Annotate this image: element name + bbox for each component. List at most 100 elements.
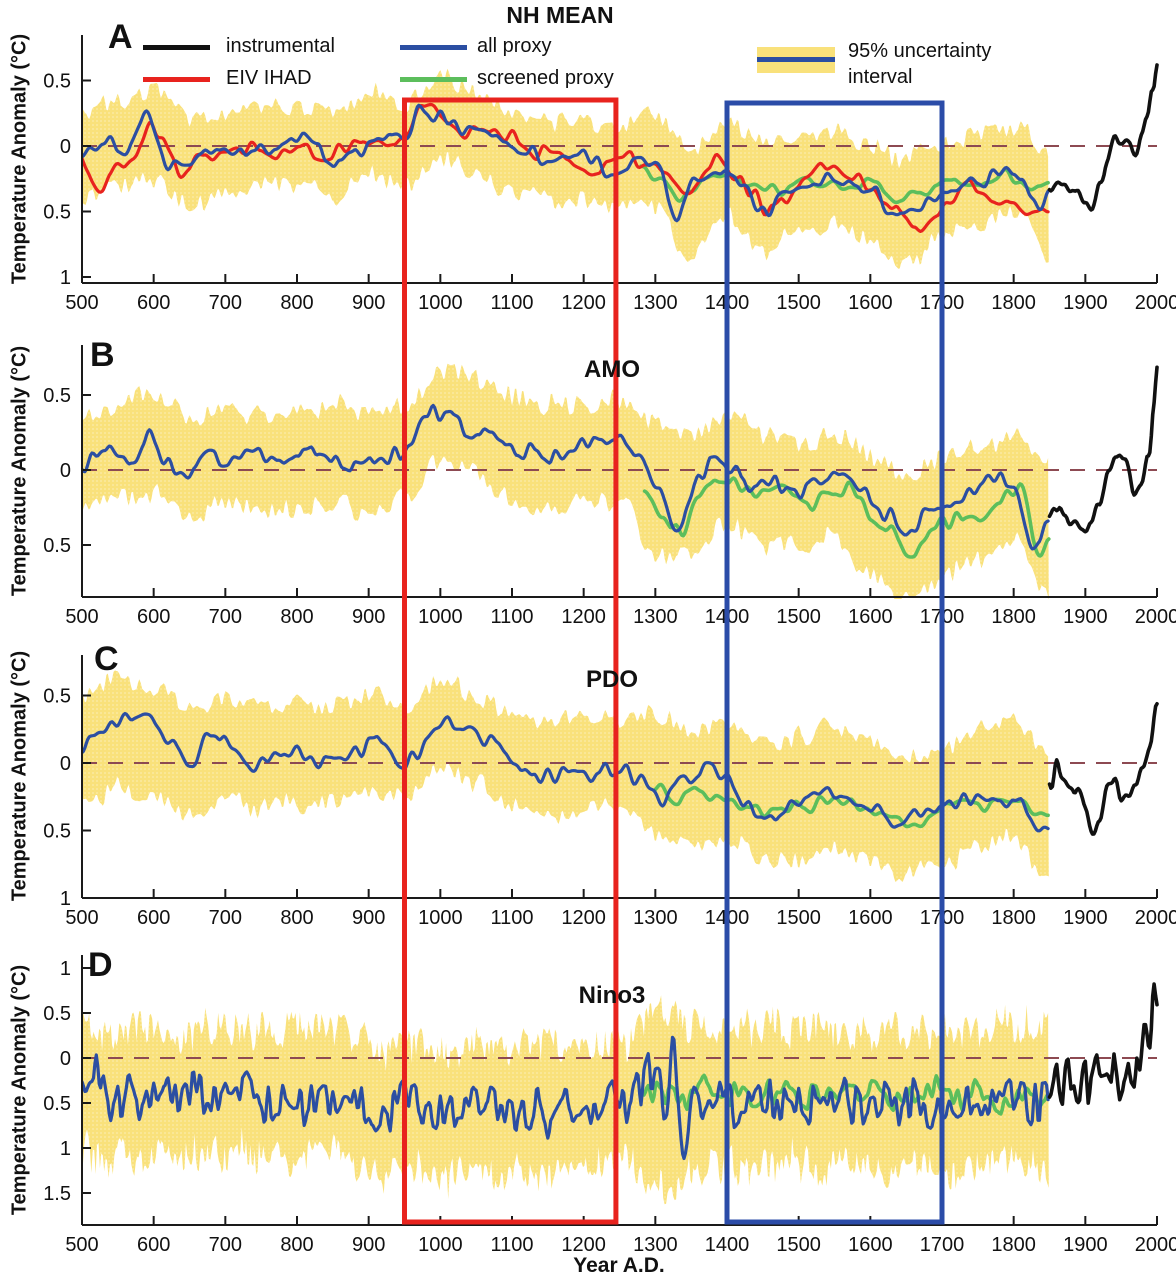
uncertainty-band-swatch-line [757,57,835,62]
x-tick-label: 1500 [776,907,821,929]
legend-item-instrumental: instrumental [226,35,335,57]
x-tick-label: 500 [65,606,98,628]
x-tick-label: 1600 [848,606,893,628]
x-tick-label: 1800 [991,907,1036,929]
y-tick-label: 0 [60,753,71,775]
y-tick-label: 1.5 [43,1183,71,1205]
x-tick-label: 1500 [776,1234,821,1256]
x-tick-label: 900 [352,292,385,314]
x-tick-label: 1600 [848,1234,893,1256]
x-tick-label: 600 [137,292,170,314]
x-tick-label: 1900 [1063,606,1108,628]
x-tick-label: 1900 [1063,907,1108,929]
panel-c-tick-labels: 500 600 700 800 900 1000 1100 1200 1300 1400 1500 1… [43,686,1176,930]
all-proxy-swatch [400,45,467,50]
panel-a-axes [81,35,1158,284]
instrumental-line [1047,982,1159,1106]
legend-item-uncertainty: 95% uncertainty interval [848,40,992,88]
y-axis-label-d: Temperature Anomaly (°C) [8,964,31,1216]
all-proxy-line [82,711,1050,833]
y-axis-label-a: Temperature Anomaly (°C) [8,33,31,285]
y-tick-label: 0.5 [43,385,71,407]
y-tick-label: 1 [60,267,71,289]
x-tick-label: 700 [209,907,242,929]
x-axis-label: Year A.D. [573,1254,665,1277]
x-tick-label: 1200 [561,1234,606,1256]
x-tick-label: 1400 [705,1234,750,1256]
uncertainty-band-texture [82,68,1049,269]
panel-d-label: D [88,946,113,984]
panel-b-axes [81,345,1158,598]
x-tick-label: 800 [280,1234,313,1256]
x-tick-label: 1500 [776,292,821,314]
y-tick-label: 0.5 [43,71,71,93]
panel-b-tick-labels: 500 600 700 800 900 1000 1100 1200 1300 1400 1500 1… [43,385,1176,628]
x-tick-label: 1200 [561,292,606,314]
x-tick-label: 1100 [490,606,533,628]
x-tick-label: 600 [137,1234,170,1256]
screened-proxy-swatch [400,77,467,82]
x-tick-label: 900 [352,907,385,929]
x-tick-label: 1200 [561,606,606,628]
panel-d-tick-labels: 500 600 700 800 900 1000 1100 1200 1300 1400 1500 1… [43,958,1176,1256]
x-tick-label: 2000 [1135,292,1176,314]
panel-c-plot [82,670,1159,882]
x-tick-label: 800 [280,292,313,314]
x-tick-label: 600 [137,606,170,628]
x-tick-label: 1900 [1063,1234,1108,1256]
x-tick-label: 1100 [490,292,533,314]
instrumental-line [1047,63,1159,212]
x-tick-label: 1500 [776,606,821,628]
x-tick-label: 2000 [1135,907,1176,929]
panel-a-label: A [108,18,133,56]
all-proxy-line [82,1035,1050,1161]
x-tick-label: 1300 [633,907,678,929]
legend-item-screened-proxy: screened proxy [477,67,614,89]
uncertainty-band-texture [82,995,1049,1205]
x-tick-label: 1000 [418,907,463,929]
y-tick-label: 1 [60,1138,71,1160]
x-tick-label: 700 [209,292,242,314]
y-tick-label: 0 [60,460,71,482]
x-tick-label: 500 [65,292,98,314]
x-tick-label: 1800 [991,292,1036,314]
panel-c-axes [81,655,1158,899]
panel-b-label: B [90,336,115,374]
instrumental-line [1047,365,1159,534]
x-tick-label: 1600 [848,907,893,929]
y-tick-label: 0.5 [43,202,71,224]
x-tick-label: 1300 [633,606,678,628]
panel-b-plot [82,363,1159,599]
legend: instrumental EIV IHAD all proxy screened… [0,0,1176,89]
x-tick-label: 1100 [490,907,533,929]
x-tick-label: 1300 [633,292,678,314]
y-tick-label: 0 [60,1048,71,1070]
panel-a-plot [82,63,1159,269]
x-tick-label: 1000 [418,606,463,628]
instrumental-swatch [143,45,210,50]
x-tick-label: 500 [65,1234,98,1256]
x-tick-label: 1800 [991,1234,1036,1256]
y-tick-label: 0 [60,136,71,158]
x-tick-label: 1100 [490,1234,533,1256]
x-tick-label: 2000 [1135,1234,1176,1256]
x-tick-label: 500 [65,907,98,929]
x-tick-label: 1600 [848,292,893,314]
blue-highlight-box [724,100,945,1225]
y-tick-label: 0.5 [43,821,71,843]
x-tick-label: 1800 [991,606,1036,628]
chart-title: NH MEAN [506,2,614,28]
uncertainty-band-texture [82,363,1049,599]
panel-d-sublabel: Nino3 [578,982,646,1009]
screened-proxy-line [642,476,1051,559]
panel-c-sublabel: PDO [585,666,638,693]
y-axis-label-b: Temperature Anomaly (°C) [8,345,31,597]
legend-item-all-proxy: all proxy [477,35,552,57]
all-proxy-line [82,103,1050,223]
uncertainty-band-texture [82,670,1049,882]
instrumental-line [1047,702,1159,836]
y-tick-label: 0.5 [43,1003,71,1025]
uncertainty-band-swatch [757,47,835,73]
y-tick-label: 0.5 [43,535,71,557]
